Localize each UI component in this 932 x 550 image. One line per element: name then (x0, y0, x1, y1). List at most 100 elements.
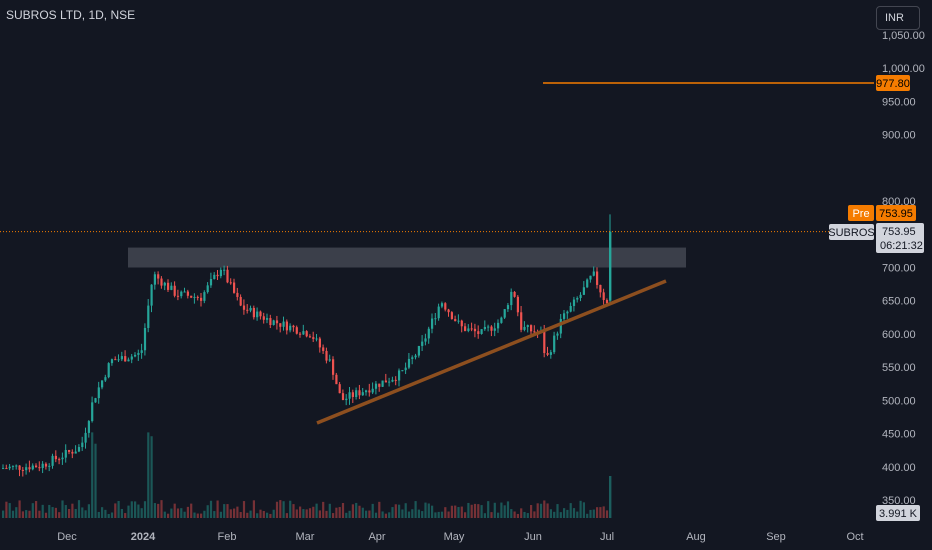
candle[interactable] (497, 319, 500, 333)
candle[interactable] (341, 389, 345, 401)
candle[interactable] (295, 325, 298, 335)
candle[interactable] (351, 389, 354, 403)
candle[interactable] (384, 373, 387, 383)
candle[interactable] (246, 304, 249, 314)
candle[interactable] (196, 295, 199, 301)
candle[interactable] (414, 353, 417, 360)
candle[interactable] (28, 460, 31, 473)
candle[interactable] (335, 372, 338, 385)
candle[interactable] (176, 289, 180, 301)
candle[interactable] (74, 445, 77, 454)
candle[interactable] (219, 267, 222, 279)
candle[interactable] (272, 319, 275, 326)
candle[interactable] (450, 311, 453, 320)
candle[interactable] (137, 349, 140, 361)
candle[interactable] (520, 306, 523, 333)
candle[interactable] (358, 384, 361, 400)
candle[interactable] (54, 450, 57, 463)
candle[interactable] (523, 321, 526, 332)
candle[interactable] (454, 315, 457, 322)
candle[interactable] (516, 295, 519, 317)
candle[interactable] (487, 324, 490, 332)
candle[interactable] (480, 329, 483, 335)
candle[interactable] (513, 291, 516, 298)
candle[interactable] (150, 284, 153, 313)
candle[interactable] (213, 272, 216, 280)
candle[interactable] (130, 353, 133, 364)
candle[interactable] (58, 457, 61, 465)
candle[interactable] (91, 396, 94, 423)
candle[interactable] (332, 356, 335, 380)
candle[interactable] (328, 354, 331, 362)
candle[interactable] (292, 324, 295, 332)
candle[interactable] (566, 310, 569, 319)
candle[interactable] (242, 299, 246, 315)
candle[interactable] (180, 290, 183, 299)
candle[interactable] (355, 387, 358, 400)
candle[interactable] (134, 352, 137, 358)
candle[interactable] (233, 278, 236, 294)
candle[interactable] (120, 351, 123, 362)
candle[interactable] (262, 312, 265, 324)
candle[interactable] (167, 279, 170, 293)
candle[interactable] (365, 389, 368, 396)
candle[interactable] (203, 290, 206, 304)
candle[interactable] (510, 288, 513, 311)
candle[interactable] (437, 303, 440, 321)
candle[interactable] (209, 272, 213, 288)
candle[interactable] (31, 463, 34, 471)
candle[interactable] (318, 336, 321, 353)
candle[interactable] (160, 276, 163, 289)
candle[interactable] (305, 330, 308, 338)
candle[interactable] (556, 331, 559, 340)
candle[interactable] (411, 355, 414, 365)
candle[interactable] (282, 316, 285, 331)
candle[interactable] (216, 270, 219, 281)
candle[interactable] (147, 299, 150, 333)
candle[interactable] (394, 376, 397, 386)
candle[interactable] (18, 465, 21, 477)
candle[interactable] (602, 288, 605, 305)
candle[interactable] (500, 316, 503, 324)
candle[interactable] (41, 461, 44, 474)
candle[interactable] (493, 322, 496, 337)
candle[interactable] (549, 349, 552, 359)
candle[interactable] (473, 323, 477, 338)
candle[interactable] (559, 314, 562, 339)
candle[interactable] (579, 292, 582, 302)
candle[interactable] (424, 333, 427, 346)
candle[interactable] (51, 453, 54, 469)
candle[interactable] (77, 444, 81, 453)
candle[interactable] (596, 267, 599, 289)
candle[interactable] (526, 324, 529, 333)
candle[interactable] (190, 295, 193, 299)
candle[interactable] (38, 461, 41, 472)
candle[interactable] (68, 449, 71, 455)
candle[interactable] (576, 296, 579, 303)
candle[interactable] (48, 463, 51, 472)
candle[interactable] (140, 343, 143, 359)
candle[interactable] (302, 324, 305, 335)
candle[interactable] (173, 281, 176, 298)
candle[interactable] (506, 303, 510, 312)
candle[interactable] (97, 381, 100, 404)
candle[interactable] (101, 380, 104, 390)
candle[interactable] (467, 324, 470, 333)
candle[interactable] (374, 381, 378, 395)
candle[interactable] (84, 427, 87, 449)
candle[interactable] (269, 314, 272, 329)
candle[interactable] (259, 310, 262, 320)
candle[interactable] (299, 331, 302, 338)
candle[interactable] (308, 334, 312, 338)
candle[interactable] (110, 358, 114, 366)
candle[interactable] (348, 386, 351, 405)
candle[interactable] (592, 266, 595, 277)
candle[interactable] (407, 353, 411, 370)
candle[interactable] (447, 308, 450, 317)
candle[interactable] (114, 356, 117, 361)
candle[interactable] (381, 380, 384, 387)
candle[interactable] (275, 315, 279, 330)
candle[interactable] (589, 275, 592, 283)
candle[interactable] (533, 325, 536, 334)
candle[interactable] (599, 284, 602, 298)
